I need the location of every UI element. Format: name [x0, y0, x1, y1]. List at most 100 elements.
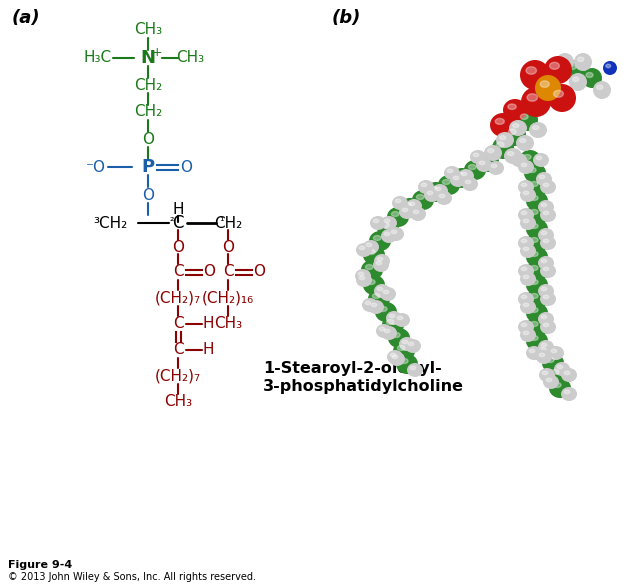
Ellipse shape: [524, 163, 546, 183]
Ellipse shape: [376, 261, 382, 265]
Ellipse shape: [526, 233, 548, 253]
Ellipse shape: [593, 81, 611, 99]
Text: C: C: [173, 316, 183, 332]
Ellipse shape: [377, 218, 399, 238]
Ellipse shape: [384, 232, 390, 235]
Ellipse shape: [476, 158, 492, 172]
Ellipse shape: [535, 75, 561, 101]
Ellipse shape: [373, 294, 380, 299]
Ellipse shape: [397, 316, 403, 320]
Ellipse shape: [386, 311, 402, 325]
Text: (CH₂)₇: (CH₂)₇: [155, 369, 201, 383]
Ellipse shape: [526, 191, 548, 211]
Ellipse shape: [518, 208, 534, 222]
Ellipse shape: [538, 348, 546, 353]
Ellipse shape: [606, 64, 611, 68]
Ellipse shape: [536, 350, 552, 364]
Ellipse shape: [530, 322, 538, 326]
Ellipse shape: [482, 157, 489, 161]
Ellipse shape: [516, 109, 538, 131]
Ellipse shape: [538, 312, 554, 326]
Ellipse shape: [399, 205, 415, 219]
Ellipse shape: [530, 336, 538, 340]
Ellipse shape: [530, 224, 538, 228]
Ellipse shape: [390, 353, 396, 357]
Ellipse shape: [530, 251, 538, 257]
Ellipse shape: [554, 90, 563, 97]
Text: ²: ²: [170, 217, 174, 227]
Ellipse shape: [520, 328, 536, 342]
Text: O: O: [142, 187, 154, 203]
Ellipse shape: [403, 203, 411, 207]
Ellipse shape: [538, 256, 554, 270]
Text: CH₂: CH₂: [134, 77, 162, 93]
Ellipse shape: [529, 122, 547, 138]
Ellipse shape: [519, 150, 541, 170]
Ellipse shape: [565, 60, 585, 80]
Ellipse shape: [523, 303, 529, 306]
Ellipse shape: [530, 210, 538, 214]
Ellipse shape: [603, 61, 617, 75]
Ellipse shape: [488, 161, 504, 175]
Ellipse shape: [387, 350, 403, 364]
Text: O: O: [180, 160, 192, 174]
Ellipse shape: [518, 320, 534, 334]
Ellipse shape: [391, 211, 399, 217]
Ellipse shape: [541, 259, 547, 262]
Ellipse shape: [541, 287, 547, 291]
Ellipse shape: [447, 169, 453, 173]
Ellipse shape: [533, 153, 549, 167]
Ellipse shape: [521, 183, 527, 187]
Text: O: O: [222, 239, 234, 255]
Ellipse shape: [523, 191, 529, 195]
Ellipse shape: [384, 219, 390, 222]
Ellipse shape: [538, 228, 554, 242]
Ellipse shape: [569, 65, 576, 69]
Text: (b): (b): [332, 9, 361, 27]
Ellipse shape: [540, 320, 556, 334]
Ellipse shape: [508, 151, 514, 156]
Ellipse shape: [538, 340, 554, 354]
Ellipse shape: [500, 136, 506, 140]
Ellipse shape: [553, 383, 561, 387]
Ellipse shape: [512, 124, 519, 127]
Ellipse shape: [540, 180, 556, 194]
Ellipse shape: [356, 273, 372, 287]
Ellipse shape: [405, 339, 421, 353]
Ellipse shape: [540, 236, 556, 250]
Text: O: O: [172, 239, 184, 255]
Ellipse shape: [402, 340, 408, 343]
Ellipse shape: [439, 194, 445, 198]
Ellipse shape: [541, 203, 547, 207]
Text: N: N: [140, 49, 156, 67]
Ellipse shape: [586, 73, 593, 77]
Ellipse shape: [490, 113, 516, 137]
Ellipse shape: [427, 191, 433, 195]
Ellipse shape: [564, 371, 570, 375]
Ellipse shape: [526, 219, 548, 239]
Ellipse shape: [361, 260, 383, 280]
Ellipse shape: [370, 216, 386, 230]
Ellipse shape: [383, 290, 389, 294]
Text: O: O: [203, 265, 215, 279]
Ellipse shape: [533, 126, 539, 130]
Text: P: P: [142, 158, 154, 176]
Ellipse shape: [543, 295, 549, 299]
Ellipse shape: [526, 205, 548, 225]
Text: Figure 9-4: Figure 9-4: [8, 560, 72, 570]
Ellipse shape: [561, 387, 577, 401]
Ellipse shape: [523, 154, 531, 160]
Ellipse shape: [479, 161, 485, 164]
Ellipse shape: [461, 172, 467, 176]
Ellipse shape: [526, 303, 548, 323]
Ellipse shape: [521, 163, 527, 167]
Ellipse shape: [530, 265, 538, 271]
Ellipse shape: [521, 114, 528, 119]
Ellipse shape: [526, 289, 548, 309]
Text: CH₃: CH₃: [176, 50, 204, 66]
Ellipse shape: [393, 341, 415, 361]
Ellipse shape: [543, 183, 549, 187]
Ellipse shape: [456, 173, 463, 177]
Ellipse shape: [519, 139, 526, 143]
Ellipse shape: [521, 211, 527, 215]
